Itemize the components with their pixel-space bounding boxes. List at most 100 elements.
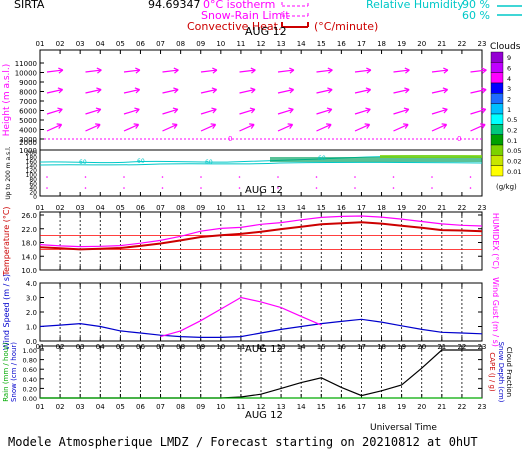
hours-row-top-23: 23: [478, 40, 487, 48]
colorbar-label-0: 9: [507, 54, 511, 62]
p1-ytick-4000: 4000: [19, 127, 37, 135]
colorbar-label-5: 1: [507, 106, 511, 114]
p1-ytick-low-120: 120: [26, 168, 38, 175]
p3-ytick-4.0: 4.0: [26, 280, 37, 288]
hours-row-p2-10: 10: [216, 204, 225, 212]
p1-ytick-1000: 1000: [19, 147, 37, 155]
axes-ticks: 01 02 03 04 05 06 07 08 09 10 11 12 13 14 15 16 17 18 19 20…: [15, 40, 487, 411]
rh-label-c: 60: [205, 159, 213, 166]
hours-row-bottom-16: 16: [337, 403, 346, 411]
p1-ytick-6000: 6000: [19, 108, 37, 116]
hours-row-p2-06: 06: [136, 204, 145, 212]
p1-ytick-10000: 10000: [15, 70, 37, 78]
hours-row-top-22: 22: [457, 40, 466, 48]
series-1-wind-gust: [160, 296, 322, 338]
hours-row-p2-19: 19: [397, 204, 406, 212]
colorbar-seg-8: [490, 134, 504, 146]
p1-ytick-low-180: 180: [26, 154, 38, 161]
colorbar-label-2: 4: [507, 75, 511, 83]
hours-row-top-20: 20: [417, 40, 426, 48]
hours-row-p2-17: 17: [357, 204, 366, 212]
hours-row-p2-16: 16: [337, 204, 346, 212]
hours-row-top-14: 14: [297, 40, 306, 48]
panel4-ylabel-snow: Snow (cm / hour): [10, 342, 18, 402]
hours-row-bottom-19: 19: [397, 403, 406, 411]
cloud-band-low: [270, 157, 482, 162]
hours-row-p2-23: 23: [478, 204, 487, 212]
colorbar-seg-10: [490, 155, 504, 166]
hours-row-top-03: 03: [76, 40, 85, 48]
hours-row-top-01: 01: [36, 40, 45, 48]
colorbar-label-6: 0.5: [507, 116, 517, 124]
p2-ytick-14.0: 14.0: [21, 253, 37, 261]
hours-row-p2-22: 22: [457, 204, 466, 212]
colorbar-seg-9: [490, 144, 504, 156]
p1-ytick-7000: 7000: [19, 98, 37, 106]
hours-row-p2-15: 15: [317, 204, 326, 212]
footer-caption: Modele Atmospherique LMDZ / Forecast sta…: [8, 435, 478, 449]
hours-row-top-09: 09: [196, 40, 205, 48]
hours-row-bottom-02: 02: [56, 403, 65, 411]
colorbar-seg-6: [490, 113, 504, 125]
p2-ytick-26.0: 26.0: [21, 212, 37, 220]
legend-convective-line: [281, 22, 309, 28]
hours-row-p2-04: 04: [96, 204, 105, 212]
hours-row-top-13: 13: [277, 40, 286, 48]
hours-row-top-04: 04: [96, 40, 105, 48]
series-0-temperature: [39, 221, 483, 251]
legend-snowrain-line: [281, 12, 309, 17]
p3-ytick-0.0: 0.0: [26, 338, 37, 346]
colorbar-seg-7: [490, 124, 504, 135]
hours-row-bottom-23: 23: [478, 403, 487, 411]
panel1-frame: [39, 49, 483, 197]
hours-row-p2-03: 03: [76, 204, 85, 212]
p3-ytick-2.0: 2.0: [26, 309, 37, 317]
hours-row-top-16: 16: [337, 40, 346, 48]
p1-ytick-low-100: 100: [26, 172, 38, 179]
p4-ytick-0.80: 0.80: [23, 357, 37, 365]
hours-row-bottom-10: 10: [216, 403, 225, 411]
site-coords: 94.69347: [148, 0, 201, 11]
site-name: SIRTA: [14, 0, 45, 11]
p3-ytick-1.0: 1.0: [26, 324, 37, 332]
p1-ytick-11000: 11000: [15, 60, 37, 68]
p1-ytick-9000: 9000: [19, 79, 37, 87]
hours-row-p2-11: 11: [236, 204, 245, 212]
hours-row-top-06: 06: [136, 40, 145, 48]
p1-ytick-low-80: 80: [29, 176, 37, 183]
p1-ytick-low-0: 0: [33, 194, 37, 201]
colorbar-label-11: 0.01: [507, 168, 521, 176]
hours-row-top-10: 10: [216, 40, 225, 48]
p4-ytick-1.00: 1.00: [23, 347, 37, 355]
panel1-ylabel: Height (m a.s.l.): [2, 64, 12, 137]
hours-row-p2-20: 20: [417, 204, 426, 212]
date-label-top: AUG 12: [245, 25, 287, 38]
legend-convective-label: Convective Heat.: [187, 20, 281, 33]
hours-row-p2-14: 14: [297, 204, 306, 212]
colorbar-label-10: 0.02: [507, 158, 521, 166]
p2-ytick-18.0: 18.0: [21, 240, 37, 248]
colorbar-seg-4: [490, 93, 504, 104]
hours-row-bottom-14: 14: [297, 403, 306, 411]
colorbar-label-7: 0.2: [507, 127, 517, 135]
panel4-ylabel-cape: CAPE (J / g): [488, 352, 496, 392]
panel4-ylabel-cloudfrac: Cloud Fraction: [505, 347, 513, 397]
p1-ytick-5000: 5000: [19, 117, 37, 125]
p1-ytick-2000: 2000: [19, 139, 37, 147]
p4-ytick-0.00: 0.00: [23, 395, 37, 403]
hours-row-top-18: 18: [377, 40, 386, 48]
hours-row-p2-02: 02: [56, 204, 65, 212]
p1-ytick-low-200: 200: [26, 150, 38, 157]
hours-row-p2-18: 18: [377, 204, 386, 212]
xaxis-title: Universal Time: [370, 423, 437, 433]
colorbar-seg-0: [490, 51, 504, 63]
hours-row-top-02: 02: [56, 40, 65, 48]
panel4-ylabel-snowdepth: Snow Depth (cm): [497, 342, 505, 403]
p4-ytick-0.20: 0.20: [23, 385, 37, 393]
rh-label-d: 60: [318, 155, 326, 162]
hours-row-top-05: 05: [116, 40, 125, 48]
hours-row-bottom-12: 12: [257, 403, 266, 411]
hours-row-bottom-01: 01: [36, 403, 45, 411]
p1-ytick-low-160: 160: [26, 159, 38, 166]
